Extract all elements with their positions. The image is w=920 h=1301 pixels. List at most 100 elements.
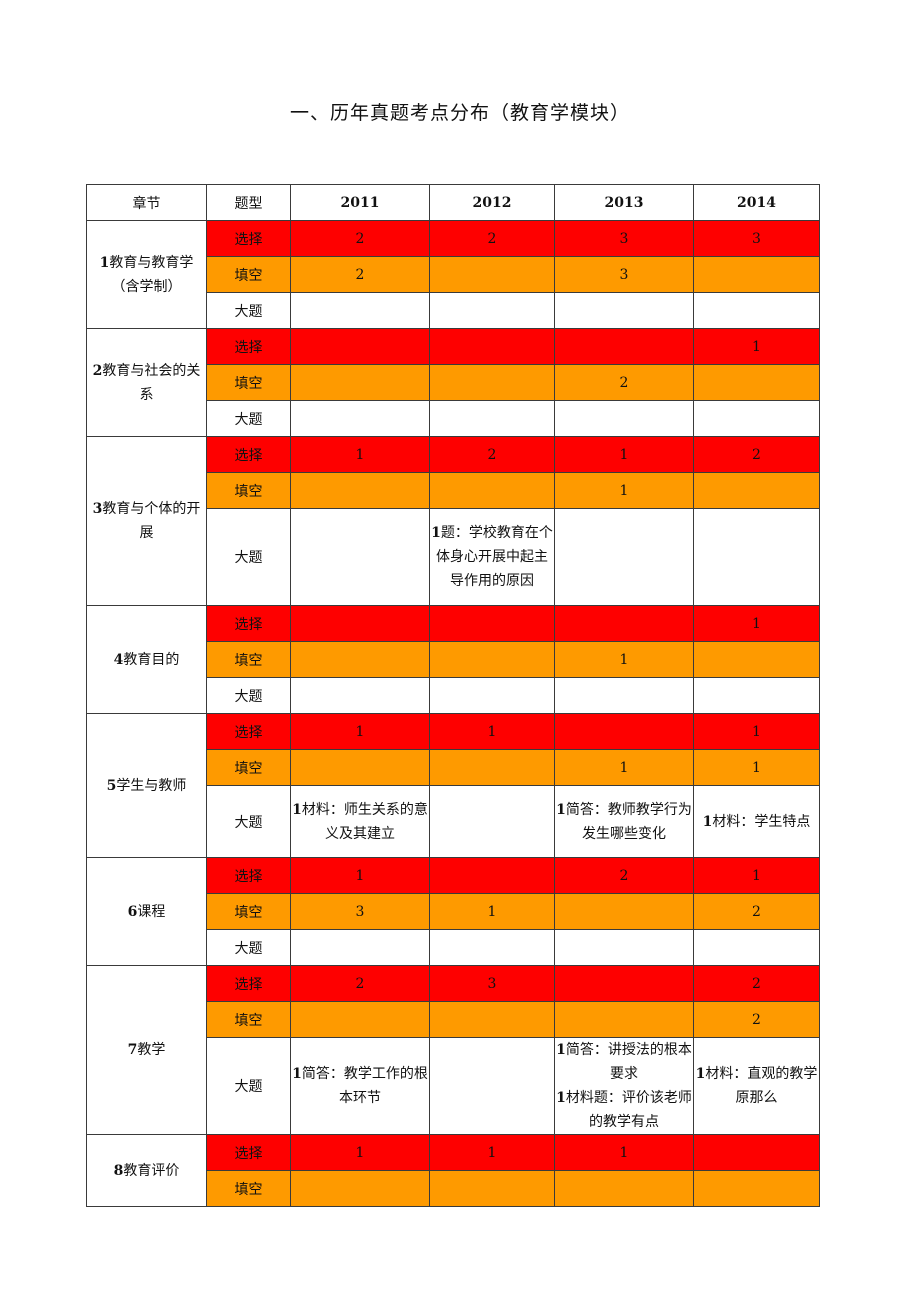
- cell-value: [429, 749, 555, 786]
- exam-distribution-table: 章节 题型 2011 2012 2013 2014 1教育与教育学（含学制） 选…: [86, 184, 820, 1207]
- table-row: 填空 2 3: [87, 256, 820, 293]
- cell-value: 1: [693, 713, 820, 750]
- dati-text: 1题：学校教育在个体身心开展中起主导作用的原因: [429, 508, 555, 606]
- header-year-2011: 2011: [290, 184, 430, 221]
- dati-text: 1简答：教学工作的根本环节: [290, 1037, 430, 1135]
- table-row: 大题 1简答：教学工作的根本环节 1简答：讲授法的根本要求 1材料题：评价该老师…: [87, 1037, 820, 1135]
- cell-value: [429, 472, 555, 509]
- cell-value: 2: [554, 857, 694, 894]
- header-row: 章节 题型 2011 2012 2013 2014: [86, 184, 820, 221]
- cell-empty: [290, 508, 430, 606]
- table-row: 填空 2: [87, 1001, 820, 1038]
- type-xuanze: 选择: [206, 220, 291, 257]
- dati-text-stack: 1简答：讲授法的根本要求 1材料题：评价该老师的教学有点: [554, 1037, 694, 1135]
- cell-empty: [693, 292, 820, 329]
- cell-value: 3: [290, 893, 430, 930]
- type-xuanze: 选择: [206, 605, 291, 642]
- cell-value: [554, 1001, 694, 1038]
- cell-value: [290, 364, 430, 401]
- cell-value: 1: [290, 1134, 430, 1171]
- table-row: 5学生与教师 选择 1 1 1: [86, 713, 820, 858]
- chapter-7-name: 7教学: [86, 965, 207, 1135]
- cell-value: [554, 605, 694, 642]
- cell-value: 2: [290, 965, 430, 1002]
- cell-value: 1: [693, 328, 820, 365]
- type-dati: 大题: [206, 677, 291, 714]
- cell-empty: [429, 677, 555, 714]
- type-dati: 大题: [206, 508, 291, 606]
- cell-value: 1: [693, 857, 820, 894]
- table-row: 6课程 选择 1 2 1: [86, 857, 820, 966]
- chapter-6-name: 6课程: [86, 857, 207, 966]
- cell-value: [290, 1001, 430, 1038]
- cell-value: [290, 328, 430, 365]
- cell-value: 3: [429, 965, 555, 1002]
- table-row: 填空: [87, 1170, 820, 1207]
- cell-empty: [693, 929, 820, 966]
- table-row: 7教学 选择 2 3 2: [86, 965, 820, 1135]
- cell-empty: [554, 929, 694, 966]
- cell-value: [429, 605, 555, 642]
- cell-value: 1: [693, 605, 820, 642]
- type-tiankong: 填空: [206, 364, 291, 401]
- cell-empty: [554, 292, 694, 329]
- cell-value: 2: [429, 220, 555, 257]
- cell-value: [693, 641, 820, 678]
- cell-value: 1: [429, 1134, 555, 1171]
- cell-value: 1: [554, 1134, 694, 1171]
- cell-value: [554, 965, 694, 1002]
- cell-value: [290, 1170, 430, 1207]
- cell-value: [693, 1170, 820, 1207]
- cell-value: [429, 857, 555, 894]
- type-xuanze: 选择: [206, 1134, 291, 1171]
- table-row: 2教育与社会的关系 选择 1: [86, 328, 820, 437]
- chapter-2-name: 2教育与社会的关系: [86, 328, 207, 437]
- header-year-2012: 2012: [429, 184, 555, 221]
- type-tiankong: 填空: [206, 256, 291, 293]
- chapter-5-name: 5学生与教师: [86, 713, 207, 858]
- table-row: 填空 1: [87, 641, 820, 678]
- cell-value: 3: [554, 220, 694, 257]
- cell-empty: [290, 292, 430, 329]
- cell-value: 2: [429, 436, 555, 473]
- cell-value: [554, 713, 694, 750]
- cell-value: 1: [429, 713, 555, 750]
- table-row: 大题: [87, 400, 820, 437]
- table-row: 1教育与教育学（含学制） 选择 2 2 3 3: [86, 220, 820, 329]
- type-xuanze: 选择: [206, 328, 291, 365]
- cell-empty: [554, 508, 694, 606]
- table-row: 填空 2: [87, 364, 820, 401]
- cell-empty: [290, 929, 430, 966]
- cell-value: [290, 641, 430, 678]
- cell-value: 1: [554, 472, 694, 509]
- type-xuanze: 选择: [206, 713, 291, 750]
- cell-empty: [693, 400, 820, 437]
- cell-value: 3: [554, 256, 694, 293]
- cell-empty: [290, 677, 430, 714]
- table-row: 填空 3 1 2: [87, 893, 820, 930]
- cell-value: [429, 256, 555, 293]
- cell-value: 1: [290, 857, 430, 894]
- cell-empty: [554, 400, 694, 437]
- type-xuanze: 选择: [206, 436, 291, 473]
- cell-empty: [693, 677, 820, 714]
- type-xuanze: 选择: [206, 857, 291, 894]
- header-chapter: 章节: [86, 184, 207, 221]
- chapter-4-name: 4教育目的: [86, 605, 207, 714]
- cell-value: 1: [554, 436, 694, 473]
- cell-value: 2: [693, 965, 820, 1002]
- cell-value: [290, 605, 430, 642]
- type-xuanze: 选择: [206, 965, 291, 1002]
- cell-empty: [429, 292, 555, 329]
- table-row: 4教育目的 选择 1: [86, 605, 820, 714]
- cell-value: 1: [290, 713, 430, 750]
- chapter-8-name: 8教育评价: [86, 1134, 207, 1207]
- dati-text: 1材料题：评价该老师的教学有点: [556, 1090, 692, 1130]
- cell-value: [693, 472, 820, 509]
- header-type: 题型: [206, 184, 291, 221]
- cell-value: 2: [693, 893, 820, 930]
- cell-value: 2: [290, 256, 430, 293]
- cell-value: [693, 256, 820, 293]
- page-title: 一、历年真题考点分布（教育学模块）: [289, 102, 630, 124]
- cell-value: [429, 641, 555, 678]
